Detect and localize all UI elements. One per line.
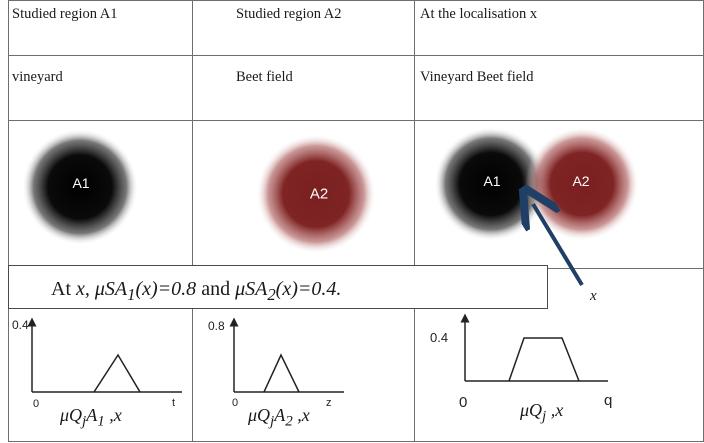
- plot-2-caption-sub: 2: [285, 413, 293, 430]
- table-rule-1: [8, 55, 704, 56]
- plot-2-caption-j: j: [270, 413, 275, 430]
- overlap-a2-label: A2: [572, 173, 590, 189]
- plot-1-caption-j: j: [82, 413, 87, 430]
- plot-1-x-end: t: [172, 397, 176, 409]
- plot-3-y-label: 0.4: [430, 330, 449, 345]
- region-a2-circle: [256, 134, 376, 254]
- region-a1-circle: [22, 129, 138, 245]
- plot-2-caption-mu: μQ: [248, 405, 271, 425]
- header-localisation: At the localisation x: [420, 6, 538, 22]
- point-arrow: [533, 204, 584, 287]
- landuse-a2: Beet field: [236, 69, 293, 85]
- statement-prefix: At: [51, 278, 76, 300]
- statement-x: x,: [76, 278, 95, 300]
- statement-box: [8, 265, 548, 309]
- statement-text: At x, μSA1(x)=0.8 and μSA2(x)=0.4.: [51, 278, 341, 305]
- statement-and: and: [196, 278, 236, 300]
- plot-2-x-end: z: [326, 397, 332, 409]
- statement-eq2: (x)=0.4.: [275, 278, 342, 300]
- plot-1-caption-sub: 1: [97, 413, 105, 430]
- plot-1-caption: μQjA1 ,x: [60, 405, 122, 431]
- table-border-top: [8, 0, 704, 1]
- statement-mu1: μSA: [94, 278, 128, 300]
- landuse-localisation: Vineyard Beet field: [420, 69, 534, 85]
- landuse-a1: vineyard: [12, 69, 63, 85]
- plot-3-caption-j: j: [542, 408, 547, 425]
- plot-1: [27, 317, 182, 393]
- plot-1-membership: [93, 353, 141, 393]
- plot-1-y-label: 0.4: [12, 318, 29, 332]
- table-col-sep-1: [192, 0, 193, 442]
- plot-2-caption-a: A: [274, 405, 286, 425]
- plot-2-y-label: 0.8: [208, 319, 225, 333]
- region-a1-label: A1: [72, 175, 90, 191]
- plot-3-membership: [508, 337, 580, 382]
- plot-3-caption-tail: ,x: [546, 400, 564, 420]
- plot-3-caption: μQj ,x: [520, 400, 563, 426]
- plot-1-caption-tail: ,x: [104, 405, 122, 425]
- region-a2-label: A2: [309, 185, 329, 203]
- plot-2-caption-tail: ,x: [292, 405, 310, 425]
- plot-2: [229, 317, 344, 393]
- table-col-sep-2: [414, 0, 415, 442]
- header-region-a1: Studied region A1: [12, 6, 118, 22]
- plot-1-origin: 0: [33, 398, 40, 410]
- table-rule-2: [8, 120, 704, 121]
- table-border-left: [8, 0, 9, 442]
- statement-mu2: μSA: [235, 278, 268, 300]
- statement-sub2: 2: [267, 285, 276, 304]
- plot-1-caption-mu: μQ: [60, 405, 83, 425]
- header-region-a2: Studied region A2: [236, 6, 342, 22]
- overlap-a1-label: A1: [483, 173, 501, 189]
- statement-eq1: (x)=0.8: [135, 278, 197, 300]
- plot-3: [460, 313, 608, 382]
- plot-3-origin: 0: [459, 394, 468, 411]
- table-border-bottom: [8, 441, 704, 442]
- plot-1-caption-a: A: [86, 405, 98, 425]
- point-x-label: x: [590, 288, 597, 304]
- statement-sub1: 1: [127, 285, 136, 304]
- plot-2-membership: [263, 353, 300, 393]
- plot-2-origin: 0: [232, 397, 239, 409]
- plot-2-caption: μQjA2 ,x: [248, 405, 310, 431]
- plot-3-x-end: q: [604, 392, 613, 409]
- plot-3-caption-mu: μQ: [520, 400, 543, 420]
